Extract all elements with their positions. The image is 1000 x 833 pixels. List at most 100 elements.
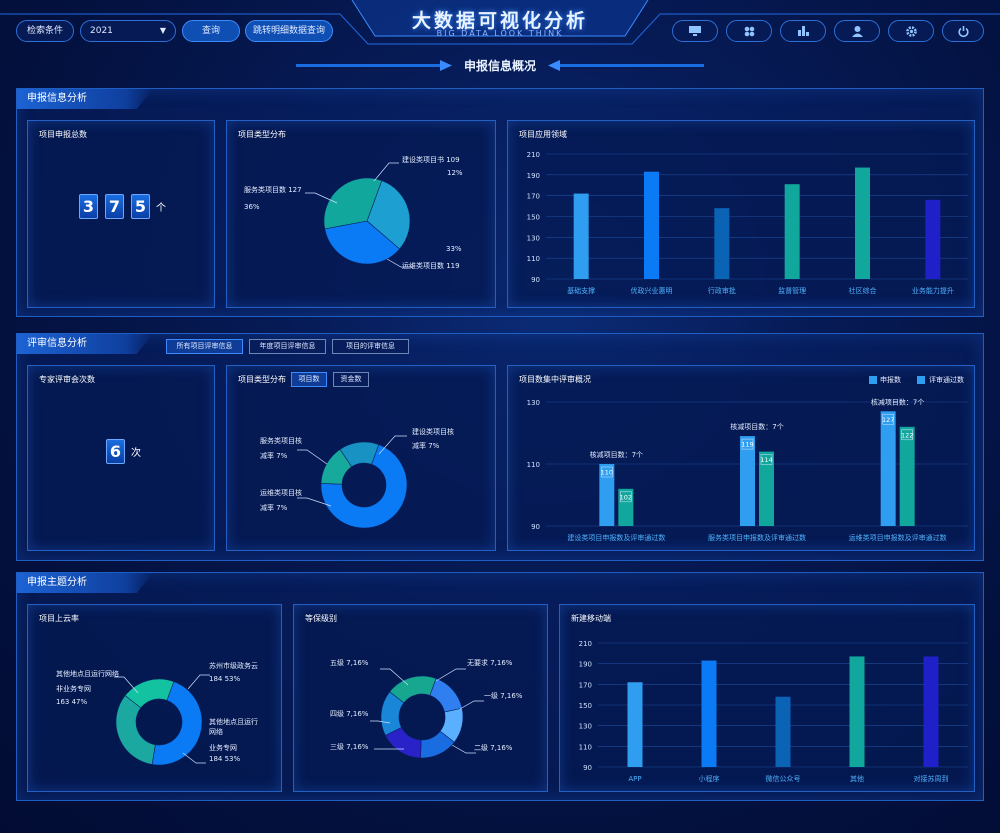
power-icon: [957, 25, 969, 37]
apps-icon: [744, 26, 754, 36]
digit-1: 3: [79, 194, 98, 219]
tab-annual-review[interactable]: 年度项目评审信息: [249, 339, 326, 354]
y-tick-label: 110: [527, 461, 540, 469]
bar: [573, 193, 589, 279]
cloud-leader-lines: [114, 674, 210, 764]
section-title: 申报信息分析: [17, 89, 153, 109]
panel-type-pie: 项目类型分布 建设类项目书 109 12% 服务类项目数 127 36% 33%…: [226, 120, 496, 308]
pie-slice: [366, 180, 411, 250]
y-tick-label: 150: [527, 214, 540, 222]
x-tick-label: 建设类项目申报数及评审通过数: [567, 533, 665, 542]
gear-icon: [905, 25, 917, 37]
digit-meetings: 6: [106, 439, 125, 464]
y-tick-label: 190: [527, 172, 540, 180]
nav-power-button[interactable]: [942, 20, 984, 42]
nav-apps-button[interactable]: [726, 20, 772, 42]
bar: [855, 167, 870, 279]
panel-meetings: 专家评审会次数 6 次: [27, 365, 215, 551]
y-tick-label: 170: [527, 193, 540, 201]
page-title-en: BIG DATA LOOK THINK: [436, 29, 564, 38]
panel-title: 项目类型分布: [238, 375, 286, 384]
legend-swatch-declared: [869, 376, 877, 384]
pie-slice: [324, 220, 401, 265]
tab-project-review[interactable]: 项目的评审信息: [332, 339, 409, 354]
legend-declared: 申报数: [880, 376, 901, 384]
y-tick-label: 110: [527, 255, 540, 263]
panel-title: 项目类型分布: [238, 130, 286, 139]
bar-annotation: 核减项目数：7个: [871, 397, 924, 406]
section-subtitle: 申报信息概况: [463, 59, 536, 73]
bar: [701, 660, 717, 767]
cloud-donut-chart: [115, 678, 203, 766]
y-tick-label: 90: [583, 764, 592, 772]
bar: [925, 199, 941, 279]
nav-user-button[interactable]: [834, 20, 880, 42]
digit-3: 5: [131, 194, 150, 219]
bar: [899, 426, 915, 526]
level-leader-lines: [370, 668, 484, 754]
bar: [880, 411, 896, 526]
x-tick-label: 优政兴业惠明: [631, 286, 673, 295]
chevron-down-icon: ▼: [159, 26, 166, 35]
bar-value-label: 114: [760, 456, 772, 464]
nav-monitor-button[interactable]: [672, 20, 718, 42]
title-block: 大数据可视化分析 BIG DATA LOOK THINK: [360, 0, 640, 44]
bar: [784, 184, 800, 279]
y-tick-label: 130: [527, 399, 540, 407]
donut-label-service: 服务类项目核: [260, 437, 302, 445]
tab-project-count[interactable]: 项目数: [291, 372, 327, 387]
x-tick-label: 服务类项目申报数及评审通过数: [708, 533, 806, 542]
cloud-label-non-business: 非业务专网: [56, 685, 91, 693]
bar-value-label: 122: [901, 431, 913, 439]
level-donut-chart: [380, 675, 464, 759]
panel-review-group-bar: 项目数集中评审概况 申报数 评审通过数 90 110 130 110 102 核减项目数：…: [507, 365, 975, 551]
x-tick-label: 对接苏周到: [914, 774, 949, 783]
review-donut-chart: [320, 441, 408, 529]
tab-all-review[interactable]: 所有项目评审信息: [166, 339, 243, 354]
pie-leader-lines: [305, 162, 413, 268]
query-button[interactable]: 查询: [182, 20, 240, 42]
level-label-five: 五级 7,16%: [330, 659, 369, 667]
nav-settings-button[interactable]: [888, 20, 934, 42]
panel-title: 项目上云率: [39, 614, 79, 623]
subtitle-rule: [296, 60, 704, 71]
section-theme: 申报主题分析 项目上云率 其他地点且运行网络 非业务专网 163 47% 苏州市…: [16, 572, 984, 801]
detail-query-button[interactable]: 跳转明细数据查询: [245, 20, 333, 42]
panel-cloud-rate: 项目上云率 其他地点且运行网络 非业务专网 163 47% 苏州市级政务云 18…: [27, 604, 282, 792]
bar-value-label: 102: [620, 493, 632, 501]
bar: [849, 656, 865, 767]
y-tick-label: 110: [579, 743, 592, 751]
panel-title: 项目数集中评审概况: [519, 375, 591, 384]
bar-value-box: [741, 438, 754, 450]
section-review: 评审信息分析 所有项目评审信息 年度项目评审信息 项目的评审信息 专家评审会次数…: [16, 333, 984, 561]
bar-annotation: 核减项目数：7个: [590, 450, 643, 459]
cloud-label-suzhou-cloud-value: 184 53%: [209, 675, 241, 683]
pie-slice: [124, 678, 175, 709]
pie-label-build-pct: 12%: [447, 169, 463, 177]
donut-label-service-rate: 减率 7%: [260, 452, 288, 460]
donut-leader-lines: [297, 435, 407, 507]
bar: [618, 488, 634, 526]
pie-label-service: 服务类项目数 127: [244, 186, 302, 194]
application-bar-chart: 90 110 130 150 170 190 210 基础支撑 优政兴业惠明 行政审批 监督管理 社区…: [527, 151, 968, 295]
bar-value-box: [601, 466, 613, 478]
x-tick-label: 小程序: [699, 774, 720, 783]
pie-label-service-pct: 36%: [244, 203, 260, 211]
cloud-label-other-network: 其他地点且运行网络: [56, 670, 119, 678]
top-bar: 检索条件 2021 ▼ 查询 跳转明细数据查询 大数据可视化分析 BIG DAT…: [0, 0, 1000, 48]
bar: [644, 171, 659, 279]
panel-title: 项目申报总数: [39, 130, 87, 139]
donut-label-ops: 运维类项目核: [260, 489, 302, 497]
pie-label-build: 建设类项目书 109: [402, 156, 460, 164]
pie-slice: [320, 444, 408, 529]
nav-chart-button[interactable]: [780, 20, 826, 42]
panel-mobile-bar: 新建移动端 90 110 130 150 170 190 210 APP 小程序 微信公众号 其他 对…: [559, 604, 975, 792]
tab-fund-amount[interactable]: 资金数: [333, 372, 369, 387]
bar: [759, 451, 774, 526]
panel-total: 项目申报总数 3 7 5 个: [27, 120, 215, 308]
pie-slice: [339, 441, 380, 468]
year-select[interactable]: 2021 ▼: [80, 20, 176, 42]
bar: [599, 464, 615, 526]
x-tick-label: 运维类项目申报数及评审通过数: [849, 533, 947, 542]
x-tick-label: 监督管理: [778, 286, 806, 295]
